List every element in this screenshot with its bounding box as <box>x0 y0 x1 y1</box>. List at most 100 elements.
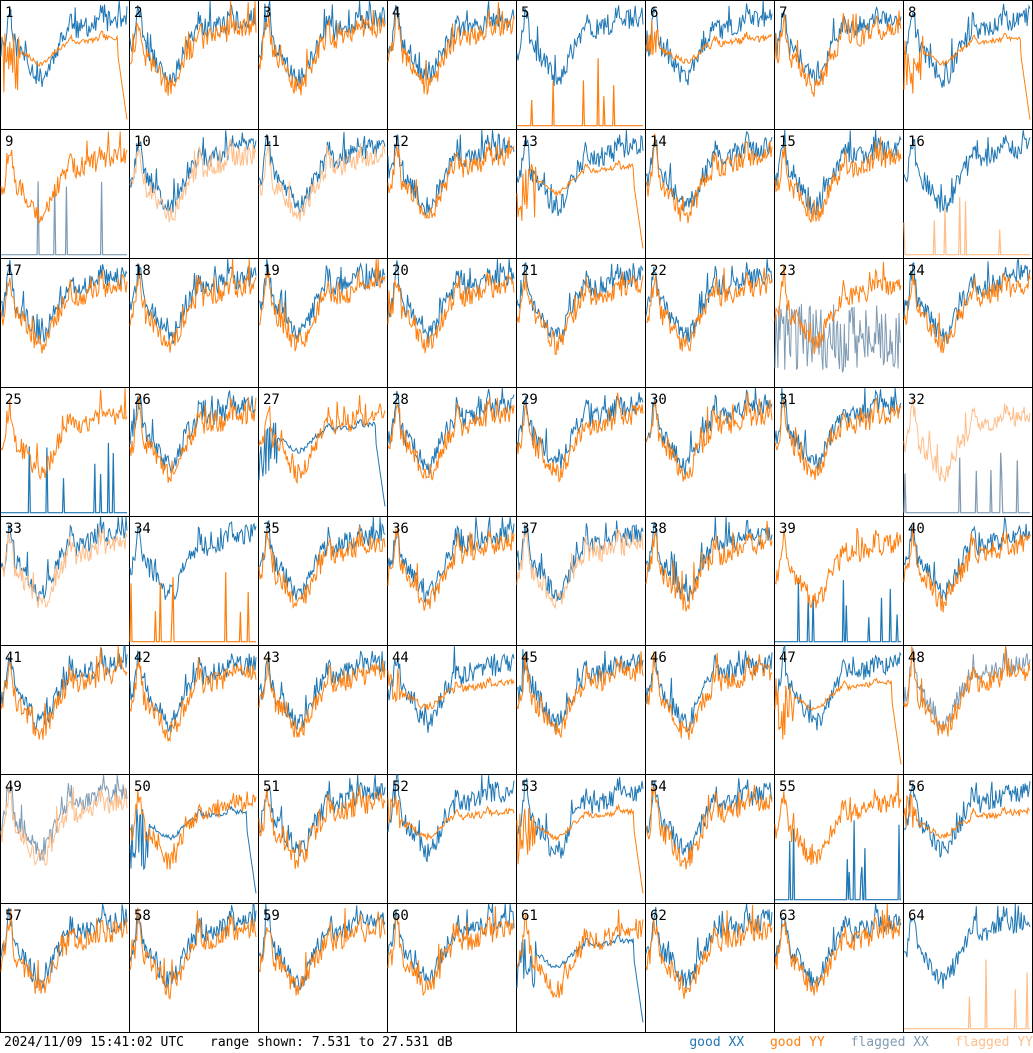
xx-series-60 <box>387 903 515 983</box>
yy-series-13 <box>516 159 644 249</box>
panel-label: 24 <box>908 263 925 279</box>
panel-frame <box>387 129 517 259</box>
panel-21: 21 <box>516 258 646 388</box>
panel-frame <box>645 645 775 775</box>
yy-series-19 <box>258 258 386 352</box>
panel-label: 33 <box>5 521 22 537</box>
xx-series-31 <box>774 387 902 470</box>
panel-1: 1 <box>0 0 130 130</box>
panel-22: 22 <box>645 258 775 388</box>
panel-60: 60 <box>387 903 517 1033</box>
panel-14: 14 <box>645 129 775 259</box>
panel-label: 49 <box>5 779 22 795</box>
panel-label: 54 <box>650 779 667 795</box>
legend-flagged-yy: flagged YY <box>954 1035 1033 1050</box>
xx-series-30 <box>645 387 773 476</box>
xx-series-64 <box>903 903 1031 989</box>
yy-series-64 <box>904 959 1030 1030</box>
panel-label: 20 <box>392 263 409 279</box>
xx-series-39 <box>775 580 901 643</box>
panel-label: 47 <box>779 650 796 666</box>
panel-label: 23 <box>779 263 796 279</box>
yy-series-63 <box>774 903 902 996</box>
panel-label: 18 <box>134 263 151 279</box>
panel-label: 2 <box>134 5 142 21</box>
panel-52: 52 <box>387 774 517 904</box>
panel-44: 44 <box>387 645 517 775</box>
panel-frame <box>129 774 259 904</box>
timestamp: 2024/11/09 15:41:02 UTC <box>4 1035 185 1050</box>
xx-series-44 <box>387 646 515 733</box>
panel-57: 57 <box>0 903 130 1033</box>
xx-series-29 <box>516 392 644 471</box>
panel-40: 40 <box>903 516 1033 646</box>
yy-series-47 <box>774 677 902 765</box>
xx-series-20 <box>387 258 515 344</box>
panel-label: 45 <box>521 650 538 666</box>
panel-33: 33 <box>0 516 130 646</box>
panel-51: 51 <box>258 774 388 904</box>
panel-46: 46 <box>645 645 775 775</box>
yy-series-34 <box>129 572 256 643</box>
panel-27: 27 <box>258 387 388 517</box>
panel-10: 10 <box>129 129 259 259</box>
panel-label: 13 <box>521 134 538 150</box>
yy-series-27 <box>258 395 386 485</box>
xx-series-17 <box>0 260 128 345</box>
panel-label: 53 <box>521 779 538 795</box>
panel-61: 61 <box>516 903 646 1033</box>
panel-label: 4 <box>392 5 400 21</box>
panel-20: 20 <box>387 258 517 388</box>
panel-13: 13 <box>516 129 646 259</box>
panel-30: 30 <box>645 387 775 517</box>
panel-34: 34 <box>129 516 259 646</box>
yy-series-15 <box>774 136 902 223</box>
yy-series-8 <box>903 32 1031 120</box>
panel-label: 1 <box>5 5 13 21</box>
panel-frame <box>774 129 904 259</box>
yy-series-48 <box>903 645 1031 737</box>
yy-series-60 <box>387 906 515 996</box>
yy-series-31 <box>774 397 902 481</box>
yy-series-18 <box>129 258 257 353</box>
panel-55: 55 <box>774 774 904 904</box>
panel-label: 22 <box>650 263 667 279</box>
panel-9: 9 <box>0 129 130 259</box>
panel-label: 8 <box>908 5 916 21</box>
xx-series-59 <box>258 903 386 991</box>
panel-26: 26 <box>129 387 259 517</box>
yy-series-52 <box>387 794 515 841</box>
yy-series-20 <box>387 272 515 354</box>
xx-series-57 <box>0 903 128 989</box>
yy-series-56 <box>903 793 1031 840</box>
yy-series-38 <box>645 520 773 612</box>
panel-16: 16 <box>903 129 1033 259</box>
xx-series-25 <box>1 442 127 514</box>
xx-series-36 <box>387 516 515 603</box>
panel-42: 42 <box>129 645 259 775</box>
panel-35: 35 <box>258 516 388 646</box>
panel-41: 41 <box>0 645 130 775</box>
xx-series-55 <box>775 820 901 901</box>
panel-64: 64 <box>903 903 1033 1033</box>
panel-label: 9 <box>5 134 13 150</box>
panel-label: 5 <box>521 5 529 21</box>
yy-series-40 <box>903 526 1031 613</box>
yy-series-42 <box>129 656 257 743</box>
xx-series-11 <box>258 131 386 214</box>
yy-series-61 <box>516 909 644 999</box>
xx-series-10 <box>129 130 257 213</box>
yy-series-36 <box>387 526 515 611</box>
panel-label: 52 <box>392 779 409 795</box>
yy-series-29 <box>516 392 644 483</box>
xx-series-40 <box>903 517 1031 602</box>
panel-58: 58 <box>129 903 259 1033</box>
yy-series-30 <box>645 392 773 482</box>
panel-frame <box>0 645 130 775</box>
panel-label: 36 <box>392 521 409 537</box>
xx-series-47 <box>774 644 902 731</box>
yy-series-58 <box>129 907 257 1000</box>
panel-label: 61 <box>521 908 538 924</box>
yy-series-22 <box>645 267 773 352</box>
